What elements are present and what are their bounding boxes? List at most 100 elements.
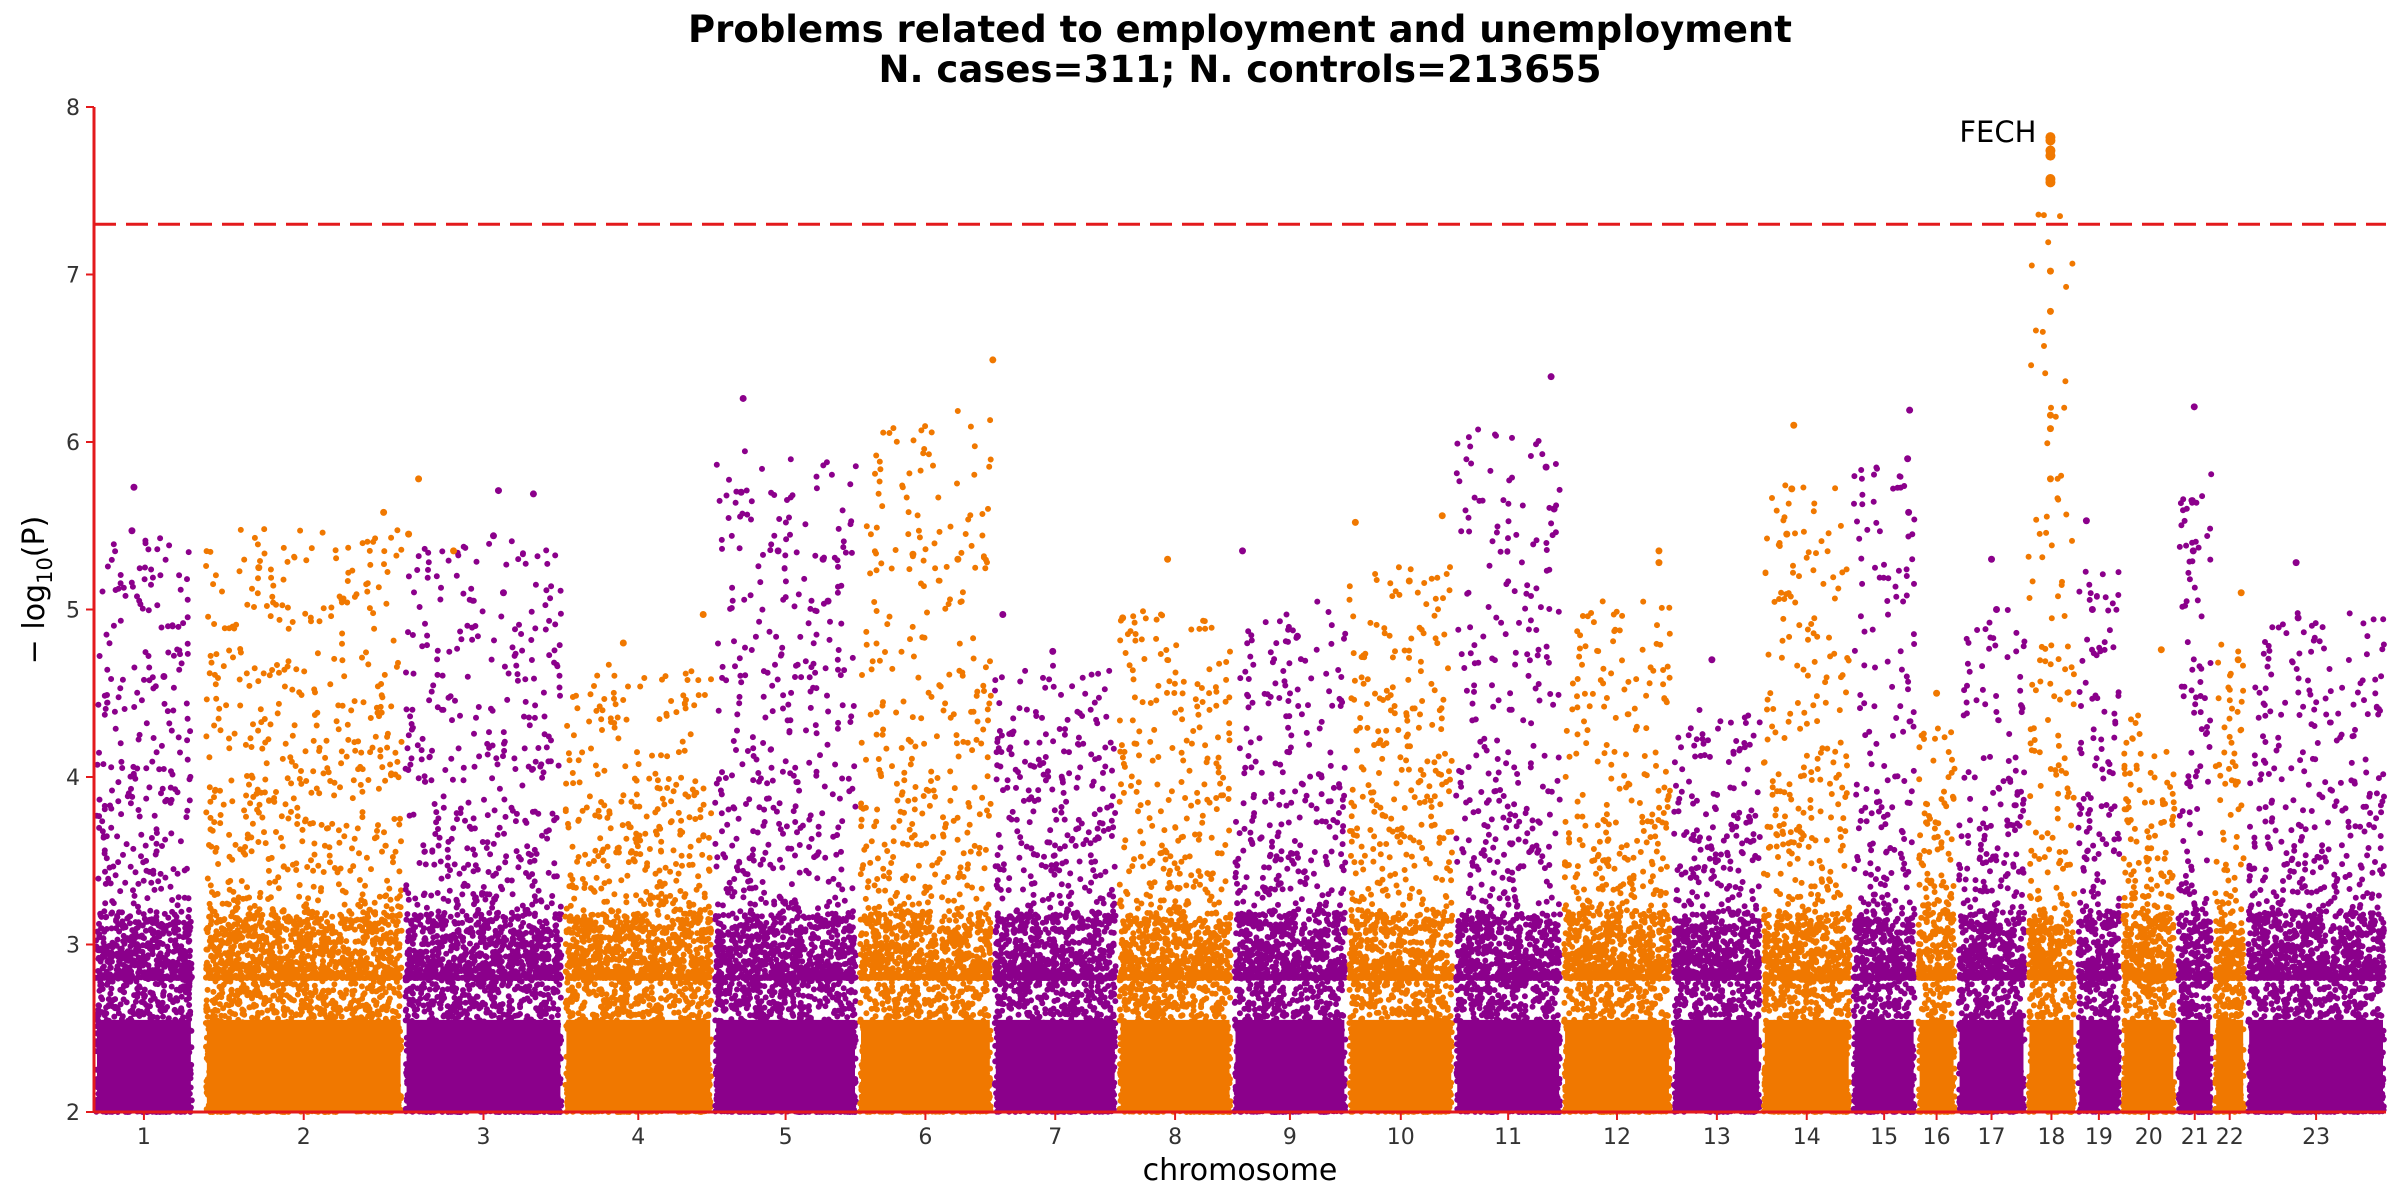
x-tick-label: 22 [2216, 1125, 2244, 1150]
chromosome-18-points [2025, 211, 2078, 1115]
x-tick-label: 18 [2037, 1125, 2065, 1150]
hit-point-chr18[interactable] [2045, 135, 2056, 146]
hit-point-chr2[interactable] [415, 475, 423, 483]
x-axis-label: chromosome [1143, 1153, 1338, 1188]
hit-point-chr3[interactable] [499, 589, 507, 597]
hit-point-chr5[interactable] [737, 488, 745, 496]
hit-point-chr8[interactable] [1164, 555, 1172, 563]
hit-point-chr22[interactable] [2237, 589, 2245, 597]
chromosome-3-band [406, 1019, 561, 1112]
hit-point-chr23[interactable] [2294, 614, 2302, 622]
hit-point-chr6[interactable] [989, 356, 997, 364]
chromosome-2-density [202, 526, 405, 1115]
hit-point-chr19[interactable] [2088, 606, 2096, 613]
hit-point-chr1[interactable] [160, 673, 168, 680]
hit-point-chr6[interactable] [954, 555, 962, 563]
hit-point-chr11[interactable] [1542, 463, 1550, 471]
hit-point-chr21[interactable] [2188, 497, 2196, 505]
chromosome-13-band [1674, 1019, 1759, 1112]
hit-point-chr2[interactable] [380, 508, 388, 516]
hit-point-chr17[interactable] [1988, 555, 1996, 563]
hit-point-chr4[interactable] [699, 611, 707, 619]
hit-point-chr18[interactable] [2046, 267, 2054, 275]
hit-point-chr7[interactable] [1049, 647, 1057, 655]
chromosome-11-points [1453, 426, 1563, 1115]
chromosome-8-density [1116, 608, 1234, 1115]
chromosome-17-points [1955, 607, 2028, 1115]
hit-point-chr18[interactable] [2046, 475, 2054, 483]
chromosome-17-density [1955, 607, 2028, 1115]
hit-point-chr17[interactable] [1993, 606, 2001, 613]
y-tick-label: 8 [66, 96, 80, 121]
hit-point-chr10[interactable] [1438, 512, 1446, 520]
chromosome-4-points [562, 661, 715, 1115]
hit-point-chr6[interactable] [909, 550, 917, 558]
hit-point-chr14[interactable] [1783, 530, 1791, 538]
x-tick-label: 11 [1494, 1125, 1522, 1150]
hit-point-chr3[interactable] [494, 487, 502, 495]
hit-point-chr3[interactable] [529, 490, 537, 498]
chromosome-4-density [562, 661, 715, 1115]
hit-point-chr4[interactable] [619, 639, 627, 647]
hit-point-chr1[interactable] [128, 527, 136, 535]
hit-point-chr14[interactable] [1788, 485, 1796, 493]
x-tick-label: 9 [1283, 1125, 1297, 1150]
chromosome-23-band [2249, 1019, 2384, 1112]
hit-point-chr20[interactable] [2157, 646, 2165, 654]
hit-point-chr18[interactable] [2046, 307, 2054, 315]
hit-point-chr15[interactable] [1905, 508, 1913, 516]
hit-point-chr16[interactable] [1933, 689, 1941, 697]
hit-point-chr2[interactable] [255, 564, 263, 572]
chromosome-15-points [1850, 464, 1918, 1116]
chromosome-1-band [96, 1019, 191, 1112]
hit-point-chr15[interactable] [1904, 455, 1912, 463]
hit-point-chr13[interactable] [1708, 656, 1716, 664]
hit-point-chr2[interactable] [405, 530, 413, 538]
chromosome-13-points [1670, 707, 1763, 1115]
hit-point-chr11[interactable] [1547, 373, 1555, 381]
hit-point-chr18[interactable] [2045, 177, 2056, 188]
chromosome-21-density [2175, 471, 2215, 1115]
chromosome-23-density [2245, 610, 2387, 1115]
chromosome-5-points [712, 448, 859, 1115]
hit-point-chr5[interactable] [824, 597, 832, 605]
chromosome-14-band [1764, 1019, 1849, 1112]
hit-point-chr5[interactable] [739, 394, 747, 402]
chromosome-20-points [2120, 712, 2178, 1115]
hit-point-chr2[interactable] [450, 547, 458, 555]
chromosome-1-points [93, 535, 195, 1115]
hit-point-chr5[interactable] [774, 547, 782, 555]
top-hit-points [128, 132, 2302, 697]
x-tick-label: 12 [1603, 1125, 1631, 1150]
hit-point-chr3[interactable] [489, 532, 497, 540]
hit-point-chr9[interactable] [1238, 547, 1246, 555]
hit-point-chr8[interactable] [1119, 614, 1127, 622]
hit-point-chr15[interactable] [1906, 406, 1914, 414]
y-tick-label: 5 [66, 599, 80, 624]
hit-point-chr19[interactable] [2082, 517, 2090, 525]
hit-point-chr5[interactable] [819, 555, 827, 563]
hit-point-chr1[interactable] [130, 483, 138, 491]
hit-point-chr23[interactable] [2292, 559, 2300, 567]
hit-point-chr12[interactable] [1655, 559, 1663, 567]
hit-point-chr10[interactable] [1351, 518, 1359, 526]
hit-point-chr14[interactable] [1790, 421, 1798, 429]
hit-point-chr9[interactable] [1293, 632, 1301, 640]
hit-point-chr11[interactable] [1550, 505, 1558, 513]
chart-subtitle: N. cases=311; N. controls=213655 [879, 48, 1602, 91]
chromosome-18-density [2025, 211, 2078, 1115]
hit-point-chr18[interactable] [2046, 425, 2054, 433]
hit-point-chr7[interactable] [999, 611, 1007, 619]
hit-point-chr22[interactable] [2234, 656, 2242, 664]
chromosome-16-density [1915, 725, 1958, 1115]
hit-point-chr21[interactable] [2189, 547, 2197, 555]
x-tick-label: 13 [1703, 1125, 1731, 1150]
chromosome-13-density [1670, 707, 1763, 1115]
hit-point-chr18[interactable] [2046, 411, 2054, 419]
hit-point-chr18[interactable] [2045, 150, 2056, 161]
chromosome-14-points [1760, 482, 1853, 1115]
hit-point-chr12[interactable] [1655, 547, 1663, 555]
hit-point-chr10[interactable] [1405, 577, 1413, 585]
chromosome-2-points [202, 526, 405, 1115]
hit-point-chr21[interactable] [2190, 403, 2198, 411]
